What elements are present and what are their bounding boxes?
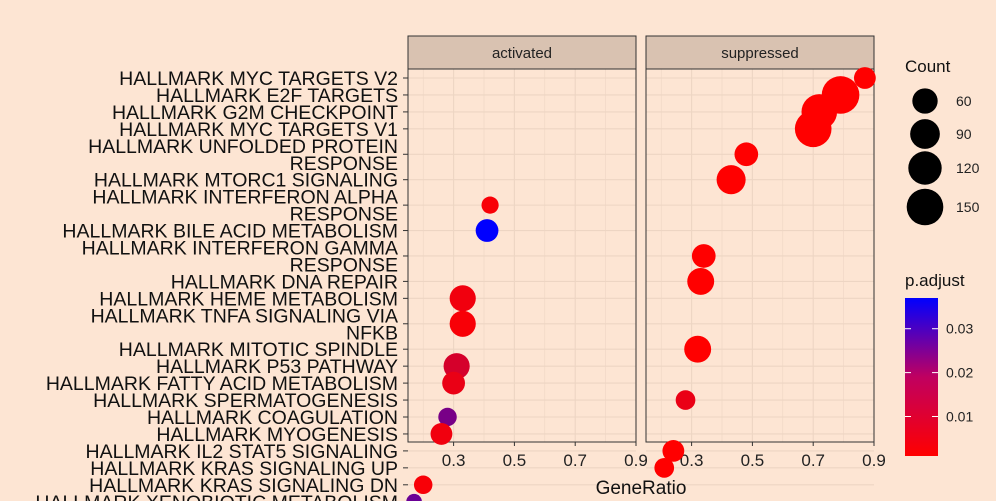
data-point — [430, 423, 453, 445]
y-axis-label: HALLMARK E2F TARGETS — [156, 85, 398, 107]
colorbar-tick-label: 0.02 — [946, 365, 973, 381]
x-tick-label: 0.5 — [503, 451, 527, 470]
x-tick-label: 0.9 — [862, 451, 886, 470]
data-point — [684, 335, 712, 363]
data-point — [675, 390, 696, 410]
y-axis-label: HALLMARK DNA REPAIR — [171, 271, 398, 293]
colorbar-tick-label: 0.01 — [946, 409, 973, 425]
data-point — [794, 110, 832, 148]
x-tick-label: 0.3 — [680, 451, 704, 470]
y-axis-label: RESPONSE — [290, 254, 398, 276]
data-point — [654, 458, 675, 478]
x-tick-label: 0.3 — [442, 451, 466, 470]
y-axis-label: HALLMARK XENOBIOTIC METABOLISM — [35, 492, 398, 501]
data-point — [475, 219, 499, 242]
data-point — [734, 142, 759, 167]
y-axis-label: HALLMARK MYOGENESIS — [156, 424, 398, 446]
y-axis-label: HALLMARK INTERFERON ALPHA — [92, 187, 398, 209]
x-tick-label: 0.9 — [624, 451, 648, 470]
y-axis-label: NFKB — [346, 322, 398, 344]
y-axis-label: HALLMARK HEME METABOLISM — [99, 288, 398, 310]
data-point — [449, 285, 476, 312]
x-tick-label: 0.7 — [801, 451, 825, 470]
panel-strip — [645, 35, 875, 70]
x-tick-label: 0.5 — [741, 451, 765, 470]
count-legend: Count 60 90 120 150 — [905, 57, 980, 226]
y-axis-label: HALLMARK INTERFERON GAMMA — [82, 238, 398, 260]
y-axis-label: HALLMARK FATTY ACID METABOLISM — [46, 373, 398, 395]
panel-strip-label: activated — [492, 45, 552, 62]
data-point — [853, 67, 876, 89]
panel-strip — [407, 35, 637, 70]
p-adjust-legend: p.adjust 0.01 0.02 0.03 — [905, 271, 973, 456]
y-axis-label: HALLMARK G2M CHECKPOINT — [112, 102, 398, 124]
p-adjust-colorbar — [905, 298, 938, 456]
y-axis-label: HALLMARK MTORC1 SIGNALING — [94, 170, 398, 192]
x-tick-label: 0.7 — [563, 451, 587, 470]
data-point — [687, 267, 715, 295]
y-axis-label: HALLMARK P53 PATHWAY — [156, 356, 398, 378]
data-point — [716, 165, 746, 195]
count-legend-label: 60 — [956, 93, 972, 109]
count-legend-label: 90 — [956, 126, 972, 142]
colorbar-tick-label: 0.03 — [946, 321, 973, 337]
p-adjust-legend-title: p.adjust — [905, 271, 965, 290]
y-axis-label: HALLMARK UNFOLDED PROTEIN — [88, 136, 398, 158]
count-legend-key — [912, 88, 938, 114]
y-axis-label: HALLMARK MYC TARGETS V2 — [119, 68, 398, 90]
x-axis-title: GeneRatio — [596, 478, 687, 499]
y-axis-label: HALLMARK TNFA SIGNALING VIA — [91, 305, 398, 327]
data-point — [442, 371, 465, 395]
data-point — [691, 244, 716, 268]
y-axis-label: HALLMARK BILE ACID METABOLISM — [62, 221, 398, 243]
count-legend-key — [908, 151, 942, 185]
count-legend-key — [906, 188, 944, 226]
y-axis-label: HALLMARK KRAS SIGNALING DN — [89, 475, 398, 497]
data-point — [481, 196, 499, 214]
panel-activated: activated 0.3 0.5 0.7 0.9 — [406, 35, 648, 501]
data-point — [662, 439, 685, 462]
y-axis-label: HALLMARK IL2 STAT5 SIGNALING — [86, 441, 398, 463]
panel-strip-label: suppressed — [721, 45, 799, 62]
count-legend-key — [910, 119, 940, 149]
y-axis-label: RESPONSE — [290, 204, 398, 226]
data-point — [413, 475, 433, 495]
count-legend-label: 120 — [956, 160, 980, 176]
data-point — [449, 310, 476, 337]
y-axis-label: HALLMARK MITOTIC SPINDLE — [119, 339, 398, 361]
y-axis-label: HALLMARK COAGULATION — [147, 407, 398, 429]
panel-border — [645, 68, 875, 443]
count-legend-label: 150 — [956, 199, 980, 215]
panels: activated 0.3 0.5 0.7 0.9 suppressed 0.3 0.5 0.7… — [406, 35, 886, 501]
y-axis-label: HALLMARK MYC TARGETS V1 — [119, 119, 398, 141]
y-axis-label: RESPONSE — [290, 153, 398, 175]
y-axis-label: HALLMARK KRAS SIGNALING UP — [90, 458, 398, 480]
data-point — [438, 407, 457, 427]
count-legend-title: Count — [905, 57, 951, 76]
panel-suppressed: suppressed 0.3 0.5 0.7 0.9 — [645, 35, 886, 486]
data-point — [406, 493, 422, 501]
y-axis-label: HALLMARK SPERMATOGENESIS — [93, 390, 398, 412]
